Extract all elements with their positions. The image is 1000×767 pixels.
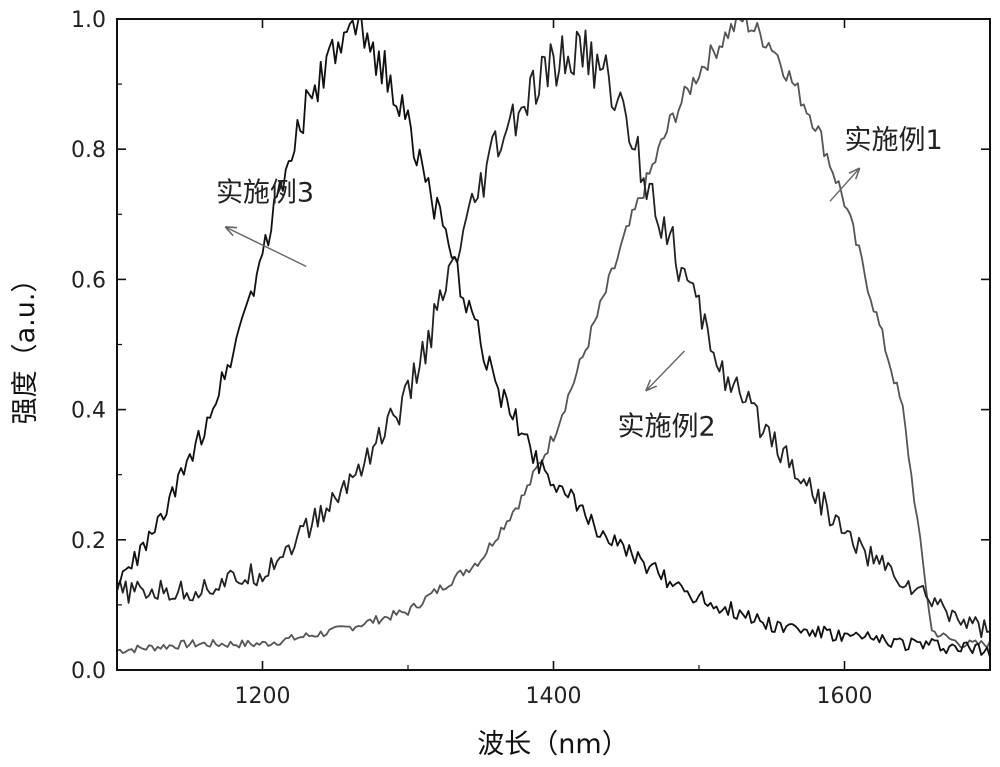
plot-frame <box>116 18 991 671</box>
x-tick-label: 1400 <box>526 684 582 709</box>
x-tick-label: 1600 <box>817 684 873 709</box>
y-tick-label: 0.2 <box>71 529 106 554</box>
series-line-2 <box>117 29 990 639</box>
y-tick-label: 0.4 <box>71 399 106 424</box>
annotation-label: 实施例2 <box>618 412 716 443</box>
series-layer <box>117 19 990 658</box>
annotation-arrow <box>226 227 307 268</box>
series-line-3 <box>117 19 990 658</box>
series-line-1 <box>117 19 990 654</box>
annotation-arrow <box>647 350 685 390</box>
y-tick-label: 0.8 <box>71 138 106 163</box>
y-tick-label: 0.0 <box>71 659 106 684</box>
annotation-label: 实施例1 <box>845 125 943 156</box>
annotation-layer: 实施例3 实施例1 实施例2 <box>216 125 943 442</box>
annotation-label: 实施例3 <box>216 177 314 208</box>
x-tick-label: 1200 <box>235 684 291 709</box>
annotation-arrow <box>829 169 859 202</box>
y-axis-title: 强度（a.u.） <box>10 266 41 425</box>
axis-layer: 1200 1400 1600 0.0 0.2 0.4 0.6 0.8 1.0 <box>71 8 990 709</box>
y-tick-label: 0.6 <box>71 268 106 293</box>
y-tick-label: 1.0 <box>71 8 106 33</box>
x-axis-title: 波长（nm） <box>477 729 628 760</box>
